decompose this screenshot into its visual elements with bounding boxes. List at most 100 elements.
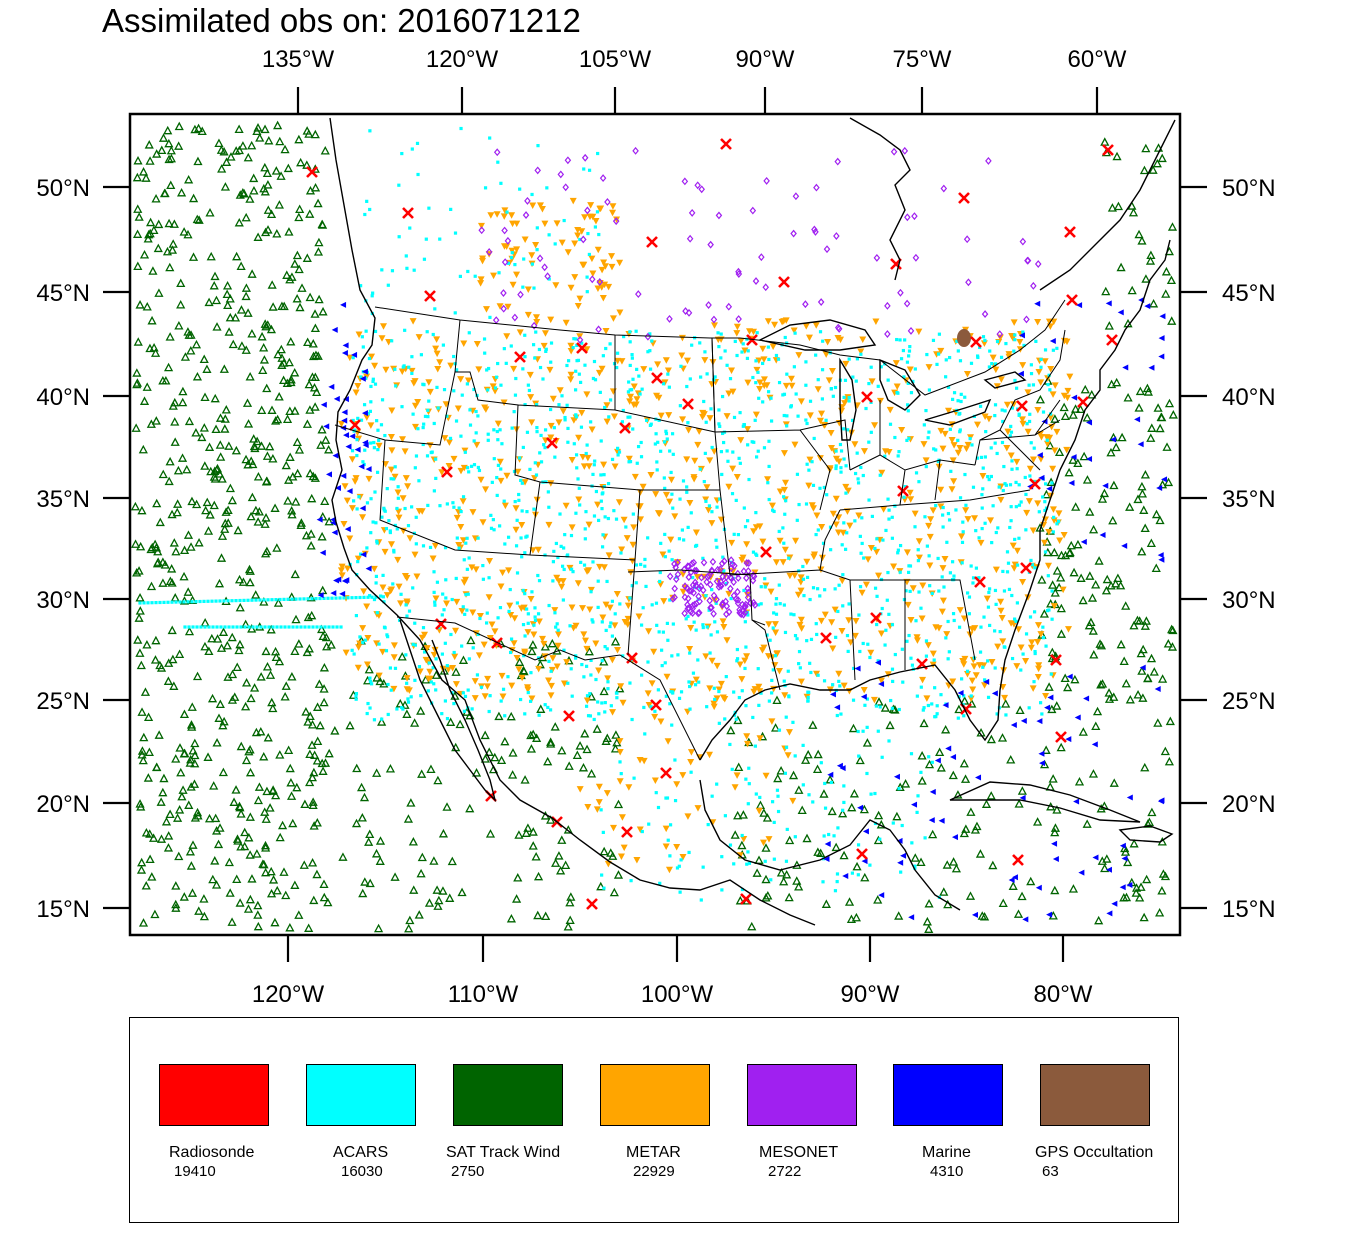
acars-marker [944, 636, 948, 640]
metar-marker [988, 659, 996, 666]
acars-marker [908, 589, 912, 593]
acars-marker [549, 407, 553, 412]
acars-marker [818, 330, 823, 334]
metar-marker [609, 388, 617, 395]
acars-marker [585, 290, 589, 294]
sat-wind-marker [263, 180, 273, 189]
acars-marker [724, 582, 728, 586]
acars-marker [899, 357, 904, 361]
legend-swatch [453, 1064, 563, 1126]
marine-marker [862, 828, 869, 835]
metar-marker [706, 685, 714, 692]
sat-wind-marker [1161, 266, 1172, 276]
acars-marker [372, 440, 376, 445]
acars-marker [462, 558, 466, 562]
acars-marker [487, 576, 491, 580]
acars-marker [434, 688, 438, 692]
sat-wind-marker [1121, 678, 1131, 688]
sat-wind-marker [406, 798, 416, 807]
acars-marker [584, 704, 589, 708]
acars-marker [585, 443, 589, 447]
acars-marker [981, 665, 985, 669]
sat-wind-marker [1123, 392, 1133, 402]
metar-marker [555, 419, 563, 426]
metar-marker [371, 362, 379, 370]
acars-marker [485, 611, 489, 615]
sat-wind-marker [260, 840, 271, 850]
legend-count: 4310 [930, 1163, 964, 1180]
sat-wind-marker [792, 876, 802, 885]
metar-marker [981, 682, 989, 689]
acars-marker [422, 422, 426, 426]
sat-wind-marker [1074, 776, 1085, 786]
sat-wind-marker [273, 120, 283, 130]
metar-marker [725, 590, 733, 598]
acars-marker [915, 694, 919, 698]
metar-marker [624, 602, 632, 610]
acars-marker [655, 460, 659, 464]
sat-wind-marker [609, 887, 619, 897]
acars-marker [435, 385, 439, 390]
sat-wind-marker [252, 849, 262, 858]
acars-marker [809, 637, 814, 641]
acars-marker [356, 416, 360, 420]
sat-wind-marker [801, 755, 811, 764]
acars-marker [432, 421, 436, 426]
sat-wind-marker [318, 511, 328, 521]
sat-wind-marker [1141, 143, 1151, 153]
acars-marker [907, 633, 911, 638]
metar-marker [997, 483, 1005, 491]
metar-marker [662, 357, 670, 364]
metar-marker [694, 573, 702, 581]
metar-marker [636, 489, 644, 496]
acars-marker [457, 546, 461, 550]
acars-marker [215, 625, 219, 629]
metar-marker [756, 735, 764, 742]
sat-wind-marker [175, 649, 185, 659]
acars-marker [414, 454, 419, 458]
marine-marker [358, 463, 365, 470]
acars-marker [448, 436, 453, 441]
top-axis-label: 60°W [1068, 46, 1127, 73]
sat-wind-marker [134, 613, 144, 622]
sat-wind-marker [193, 156, 203, 166]
metar-marker [633, 857, 641, 864]
metar-marker [687, 625, 695, 632]
metar-marker [553, 663, 561, 671]
sat-wind-marker [296, 518, 306, 527]
acars-marker [488, 694, 492, 698]
sat-wind-marker [270, 917, 280, 927]
acars-marker [565, 554, 569, 558]
mesonet-marker [688, 208, 696, 217]
acars-marker [829, 387, 833, 391]
metar-marker [926, 562, 934, 570]
sat-wind-marker [287, 672, 297, 681]
acars-marker [386, 283, 390, 287]
sat-wind-marker [480, 730, 490, 740]
metar-marker [552, 282, 560, 289]
acars-marker [805, 462, 809, 466]
metar-marker [411, 378, 419, 385]
sat-wind-marker [1073, 539, 1083, 549]
sat-wind-marker [981, 799, 992, 808]
acars-marker [905, 438, 909, 442]
metar-marker [486, 635, 494, 642]
acars-marker [495, 475, 499, 480]
mesonet-marker [725, 302, 733, 311]
metar-marker [776, 537, 784, 545]
radiosonde-marker [626, 652, 638, 664]
sat-wind-marker [215, 440, 225, 449]
legend-count: 22929 [633, 1163, 675, 1180]
sat-wind-marker [187, 496, 197, 506]
acars-marker [528, 699, 533, 703]
metar-marker [541, 330, 549, 337]
acars-marker [835, 872, 840, 876]
acars-marker [371, 520, 375, 524]
acars-marker [406, 700, 411, 704]
acars-marker [907, 354, 911, 358]
metar-marker [731, 784, 739, 791]
sat-wind-marker [303, 612, 313, 622]
acars-marker [354, 694, 358, 698]
acars-marker [508, 587, 512, 592]
legend-label: Marine [922, 1144, 971, 1161]
